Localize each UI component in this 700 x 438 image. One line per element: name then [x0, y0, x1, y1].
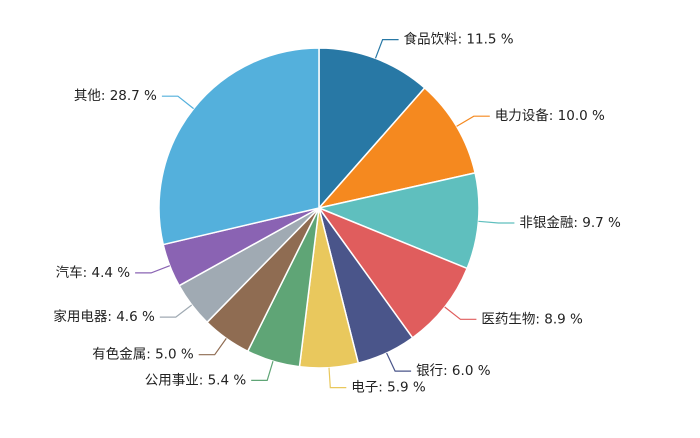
- slice-label-1: 电力设备: 10.0 %: [495, 107, 605, 124]
- leader-line-10: [161, 95, 194, 110]
- slice-label-0: 食品饮料: 11.5 %: [404, 31, 514, 48]
- label-leader-lines: [135, 38, 515, 389]
- leader-line-3: [444, 306, 477, 320]
- leader-line-5: [328, 367, 347, 389]
- slice-label-3: 医药生物: 8.9 %: [481, 311, 583, 327]
- slice-label-2: 非银金融: 9.7 %: [519, 215, 621, 231]
- slice-label-6: 公用事业: 5.4 %: [145, 372, 247, 388]
- leader-line-8: [159, 304, 193, 318]
- slice-labels: 食品饮料: 11.5 % 电力设备: 10.0 % 非银金融: 9.7 % 医药生物:…: [53, 31, 621, 396]
- slice-label-4: 银行: 6.0 %: [416, 363, 491, 379]
- slice-label-7: 有色金属: 5.0 %: [92, 346, 194, 363]
- pie-slices: [158, 47, 480, 369]
- leader-line-4: [386, 352, 412, 372]
- leader-line-1: [456, 115, 490, 127]
- slice-label-5: 电子: 5.9 %: [351, 380, 426, 396]
- pie-slice-0: [318, 47, 426, 209]
- slice-label-9: 汽车: 4.4 %: [56, 264, 131, 281]
- leader-line-0: [374, 38, 399, 59]
- leader-line-2: [478, 220, 515, 224]
- pie-slice-10: [158, 47, 320, 246]
- slice-label-10: 其他: 28.7 %: [74, 88, 157, 104]
- leader-line-9: [135, 265, 171, 274]
- slice-label-8: 家用电器: 4.6 %: [53, 308, 155, 325]
- leader-line-7: [198, 338, 227, 356]
- leader-line-6: [251, 361, 274, 381]
- pie-slice-3: [318, 207, 468, 339]
